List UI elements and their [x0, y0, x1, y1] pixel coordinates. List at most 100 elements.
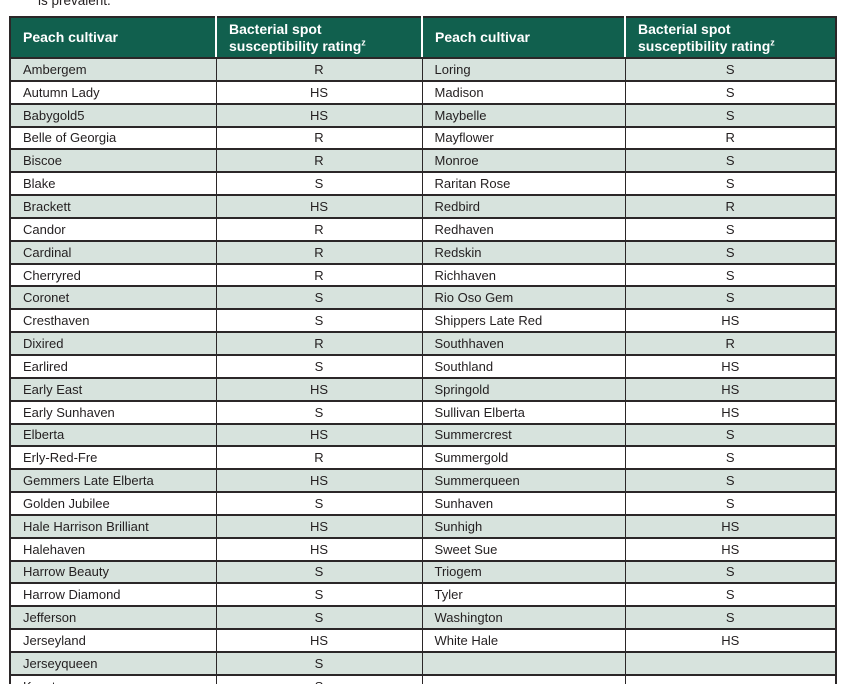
rating-cell: S: [215, 606, 422, 631]
header-rating-left: Bacterial spot susceptibility ratingz: [215, 17, 422, 59]
rating-cell: HS: [215, 423, 422, 448]
table-row: Early Sunhaven S Sullivan Elberta HS: [10, 400, 836, 425]
cultivar-cell: Cherryred: [10, 263, 216, 288]
rating-cell: HS: [215, 537, 422, 562]
cultivar-cell: Dixired: [10, 332, 216, 356]
cultivar-cell: Tyler: [421, 583, 625, 608]
rating-cell: S: [624, 583, 836, 608]
cultivar-cell: Triogem: [421, 560, 625, 585]
rating-cell: S: [624, 240, 836, 265]
cultivar-cell: Candor: [10, 217, 216, 242]
rating-cell: HS: [215, 103, 422, 128]
rating-cell: R: [215, 263, 422, 288]
rating-cell: HS: [215, 195, 422, 219]
cultivar-cell: Golden Jubilee: [10, 492, 216, 516]
rating-cell: S: [215, 651, 422, 676]
cultivar-cell: Monroe: [421, 149, 625, 174]
cultivar-cell: White Hale: [421, 629, 625, 653]
cultivar-cell: Southhaven: [421, 332, 625, 356]
rating-cell: R: [215, 58, 422, 82]
intro-text: is prevalent.: [38, 0, 845, 10]
intro-text-fragment: is prevalent.: [38, 0, 111, 8]
rating-cell: HS: [215, 629, 422, 653]
rating-cell: S: [624, 606, 836, 631]
rating-cell: S: [624, 423, 836, 448]
table-row: Jerseyqueen S: [10, 651, 836, 676]
cultivar-cell: Harrow Diamond: [10, 583, 216, 608]
cultivar-cell: Hale Harrison Brilliant: [10, 514, 216, 539]
cultivar-cell: Gemmers Late Elberta: [10, 469, 216, 494]
cultivar-cell: Earlired: [10, 354, 216, 379]
rating-cell: S: [624, 560, 836, 585]
rating-cell: R: [215, 217, 422, 242]
rating-cell: S: [215, 560, 422, 585]
rating-cell: HS: [624, 400, 836, 425]
rating-cell: S: [215, 309, 422, 334]
rating-cell: S: [624, 217, 836, 242]
header-rating-left-footnote-marker: z: [361, 36, 366, 47]
cultivar-cell: Redskin: [421, 240, 625, 265]
rating-cell: S: [215, 492, 422, 516]
cultivar-cell: [421, 651, 625, 676]
cultivar-cell: [421, 674, 625, 684]
cultivar-cell: Brackett: [10, 195, 216, 219]
cultivar-cell: Babygold5: [10, 103, 216, 128]
header-rating-right-footnote-marker: z: [770, 36, 775, 47]
cultivar-cell: Summerqueen: [421, 469, 625, 494]
rating-cell: HS: [624, 514, 836, 539]
table-row: Cresthaven S Shippers Late Red HS: [10, 309, 836, 334]
cultivar-cell: Jerseyland: [10, 629, 216, 653]
rating-cell: S: [215, 172, 422, 197]
cultivar-cell: Blake: [10, 172, 216, 197]
rating-cell: S: [215, 674, 422, 684]
table-row: Harrow Beauty S Triogem S: [10, 560, 836, 585]
rating-cell: HS: [215, 469, 422, 494]
rating-cell: HS: [624, 377, 836, 402]
cultivar-cell: Mayflower: [421, 126, 625, 151]
rating-cell: S: [624, 469, 836, 494]
header-rating-right-label: Bacterial spot susceptibility rating: [638, 21, 771, 54]
rating-cell: HS: [624, 629, 836, 653]
header-peach-cultivar-right-label: Peach cultivar: [435, 29, 530, 46]
table-row: Golden Jubilee S Sunhaven S: [10, 492, 836, 516]
cultivar-cell: Sunhigh: [421, 514, 625, 539]
table-row: Candor R Redhaven S: [10, 217, 836, 242]
rating-cell: HS: [624, 309, 836, 334]
table-row: Early East HS Springold HS: [10, 377, 836, 402]
rating-cell: [624, 674, 836, 684]
table-row: Biscoe R Monroe S: [10, 149, 836, 174]
cultivar-cell: Ambergem: [10, 58, 216, 82]
table-row: Erly-Red-Fre R Summergold S: [10, 446, 836, 471]
cultivar-cell: Autumn Lady: [10, 80, 216, 105]
table-row: Halehaven HS Sweet Sue HS: [10, 537, 836, 562]
cultivar-cell: Maybelle: [421, 103, 625, 128]
header-rating-right: Bacterial spot susceptibility ratingz: [624, 17, 836, 59]
header-row: Peach cultivar Bacterial spot susceptibi…: [10, 17, 836, 59]
cultivar-cell: Sweet Sue: [421, 537, 625, 562]
header-rating-left-label: Bacterial spot susceptibility rating: [229, 21, 362, 54]
cultivar-cell: Madison: [421, 80, 625, 105]
cultivar-cell: Jefferson: [10, 606, 216, 631]
table-row: Coronet S Rio Oso Gem S: [10, 286, 836, 311]
table-row: Cherryred R Richhaven S: [10, 263, 836, 288]
rating-cell: S: [624, 103, 836, 128]
rating-cell: R: [624, 195, 836, 219]
cultivar-cell: Jerseyqueen: [10, 651, 216, 676]
rating-cell: S: [624, 263, 836, 288]
rating-cell: S: [215, 286, 422, 311]
table-row: Autumn Lady HS Madison S: [10, 80, 836, 105]
table-row: KeystoneS: [10, 674, 836, 684]
cultivar-cell: Washington: [421, 606, 625, 631]
rating-cell: R: [624, 332, 836, 356]
table-row: Babygold5 HS Maybelle S: [10, 103, 836, 128]
rating-cell: [624, 651, 836, 676]
rating-cell: S: [624, 80, 836, 105]
table-row: Cardinal R Redskin S: [10, 240, 836, 265]
table-row: Ambergem R Loring S: [10, 58, 836, 82]
cultivar-cell: Biscoe: [10, 149, 216, 174]
table-row: Elberta HS Summercrest S: [10, 423, 836, 448]
cultivar-cell: Springold: [421, 377, 625, 402]
rating-cell: S: [215, 400, 422, 425]
table-row: Gemmers Late Elberta HS Summerqueen S: [10, 469, 836, 494]
rating-cell: S: [624, 492, 836, 516]
